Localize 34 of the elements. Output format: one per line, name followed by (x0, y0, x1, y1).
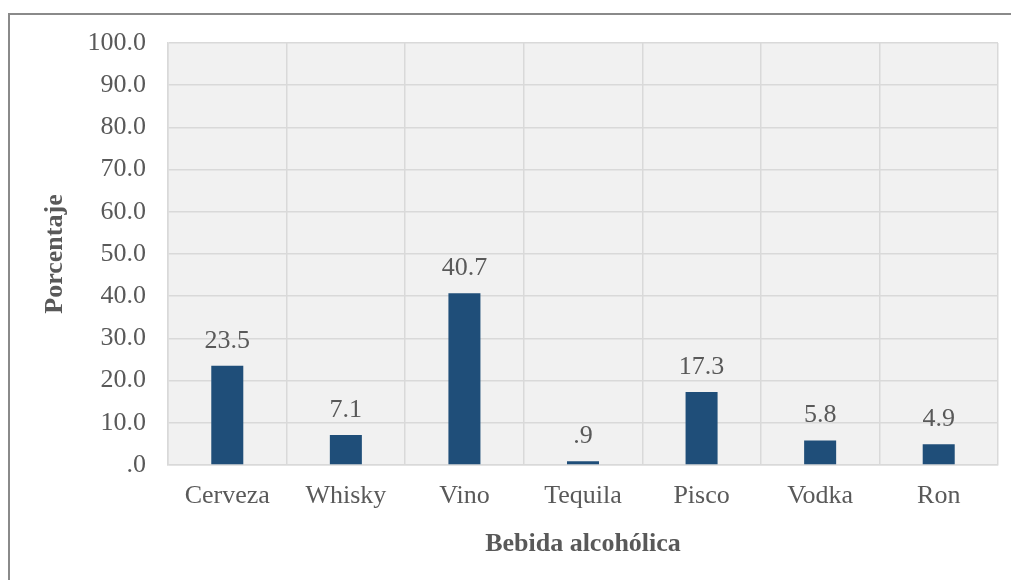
bar (329, 435, 362, 465)
x-axis-title: Bebida alcohólica (485, 528, 681, 558)
y-tick-label: 90.0 (100, 69, 146, 99)
x-tick-label: Vino (439, 480, 490, 510)
data-label: 5.8 (803, 399, 837, 429)
y-tick-label: 100.0 (87, 26, 146, 56)
x-tick-label: Tequila (544, 480, 623, 510)
x-tick-label: Ron (917, 480, 961, 510)
y-tick-label: 30.0 (100, 322, 146, 352)
bar (566, 461, 600, 465)
bar (922, 444, 955, 465)
data-label: 4.9 (922, 403, 955, 433)
y-tick-label: 10.0 (100, 406, 146, 436)
x-tick-label: Cerveza (184, 480, 271, 510)
bar (211, 365, 244, 465)
y-tick-label: .0 (126, 448, 146, 478)
bar (804, 440, 837, 465)
data-label: .9 (573, 420, 593, 450)
y-tick-label: 40.0 (100, 280, 146, 310)
y-tick-label: 60.0 (100, 195, 146, 225)
data-label: 23.5 (204, 324, 251, 354)
bar (448, 293, 481, 465)
data-label: 40.7 (441, 252, 488, 282)
y-tick-label: 70.0 (100, 153, 146, 183)
y-axis-title: Porcentaje (39, 194, 69, 314)
x-tick-label: Pisco (673, 480, 730, 510)
data-label: 7.1 (329, 393, 363, 423)
y-tick-label: 20.0 (100, 364, 146, 394)
y-tick-label: 80.0 (100, 111, 146, 141)
bar (685, 391, 718, 465)
data-label: 17.3 (678, 350, 725, 380)
x-tick-label: Whisky (305, 480, 387, 510)
y-tick-label: 50.0 (100, 237, 146, 267)
x-tick-label: Vodka (787, 480, 854, 510)
